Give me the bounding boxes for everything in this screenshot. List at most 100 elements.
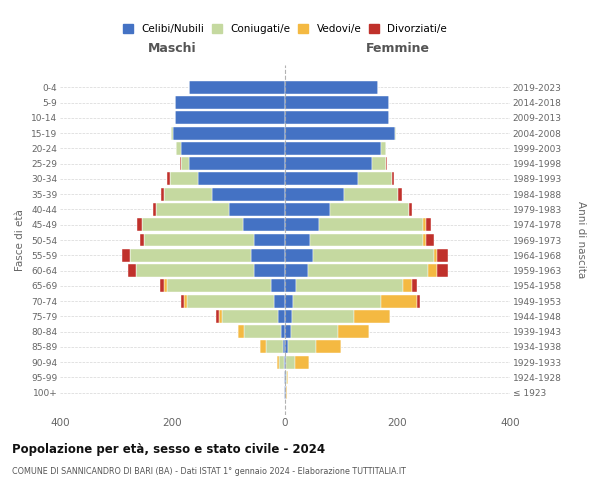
Bar (283, 340, 285, 353)
Bar (412, 280, 417, 292)
Bar (290, 325, 338, 338)
Bar (285, 203, 330, 216)
Bar (286, 356, 295, 368)
Bar (145, 234, 254, 246)
Bar (344, 188, 398, 200)
Bar (181, 294, 184, 308)
Bar (417, 294, 420, 308)
Bar (285, 340, 288, 353)
Bar (285, 96, 389, 109)
Bar (190, 81, 285, 94)
Bar (308, 264, 428, 277)
Bar (285, 188, 344, 200)
Bar (380, 142, 386, 155)
Bar (184, 294, 187, 308)
Bar (251, 249, 285, 262)
Text: Popolazione per età, sesso e stato civile - 2024: Popolazione per età, sesso e stato civil… (12, 442, 325, 456)
Text: COMUNE DI SANNICANDRO DI BARI (BA) - Dati ISTAT 1° gennaio 2024 - Elaborazione T: COMUNE DI SANNICANDRO DI BARI (BA) - Dat… (12, 468, 406, 476)
Bar (285, 264, 308, 277)
Bar (160, 280, 164, 292)
Bar (280, 356, 284, 368)
Bar (176, 142, 181, 155)
Bar (428, 264, 437, 277)
Bar (285, 294, 293, 308)
Bar (285, 126, 395, 140)
Bar (403, 280, 412, 292)
Bar (284, 356, 285, 368)
Bar (330, 203, 409, 216)
Bar (172, 126, 173, 140)
Bar (219, 310, 222, 323)
Bar (287, 371, 288, 384)
Bar (222, 310, 278, 323)
Bar (254, 234, 285, 246)
Bar (161, 188, 164, 200)
Bar (128, 264, 136, 277)
Text: Maschi: Maschi (148, 42, 197, 54)
Bar (425, 218, 431, 231)
Bar (266, 340, 283, 353)
Bar (285, 157, 372, 170)
Bar (437, 249, 448, 262)
Bar (409, 203, 412, 216)
Bar (285, 112, 389, 124)
Bar (285, 234, 310, 246)
Bar (285, 325, 290, 338)
Bar (372, 157, 386, 170)
Bar (278, 310, 285, 323)
Bar (229, 203, 285, 216)
Bar (137, 218, 142, 231)
Bar (271, 280, 285, 292)
Bar (140, 234, 145, 246)
Bar (358, 172, 392, 186)
Bar (212, 188, 285, 200)
Bar (198, 172, 285, 186)
Bar (243, 218, 285, 231)
Y-axis label: Fasce di età: Fasce di età (16, 209, 25, 271)
Bar (285, 310, 292, 323)
Bar (155, 203, 229, 216)
Bar (285, 142, 380, 155)
Bar (286, 371, 287, 384)
Bar (296, 280, 403, 292)
Bar (164, 188, 212, 200)
Bar (353, 310, 390, 323)
Bar (380, 294, 417, 308)
Bar (285, 280, 296, 292)
Bar (285, 81, 378, 94)
Bar (187, 294, 274, 308)
Bar (293, 294, 380, 308)
Bar (310, 234, 423, 246)
Bar (392, 172, 394, 186)
Bar (136, 264, 254, 277)
Bar (434, 249, 437, 262)
Bar (285, 356, 286, 368)
Bar (254, 264, 285, 277)
Bar (288, 340, 316, 353)
Bar (386, 157, 388, 170)
Bar (281, 325, 285, 338)
Bar (167, 172, 170, 186)
Bar (153, 203, 155, 216)
Bar (260, 340, 266, 353)
Bar (395, 126, 397, 140)
Bar (316, 340, 341, 353)
Bar (423, 218, 425, 231)
Bar (292, 310, 353, 323)
Y-axis label: Anni di nascita: Anni di nascita (576, 202, 586, 278)
Bar (122, 249, 130, 262)
Bar (286, 386, 287, 399)
Bar (142, 218, 243, 231)
Bar (398, 188, 402, 200)
Bar (285, 172, 358, 186)
Legend: Celibi/Nubili, Coniugati/e, Vedovi/e, Divorziati/e: Celibi/Nubili, Coniugati/e, Vedovi/e, Di… (120, 21, 450, 38)
Bar (175, 96, 285, 109)
Bar (274, 294, 285, 308)
Bar (175, 112, 285, 124)
Bar (277, 356, 280, 368)
Bar (164, 280, 167, 292)
Bar (173, 126, 285, 140)
Bar (425, 234, 434, 246)
Bar (130, 249, 251, 262)
Bar (190, 157, 285, 170)
